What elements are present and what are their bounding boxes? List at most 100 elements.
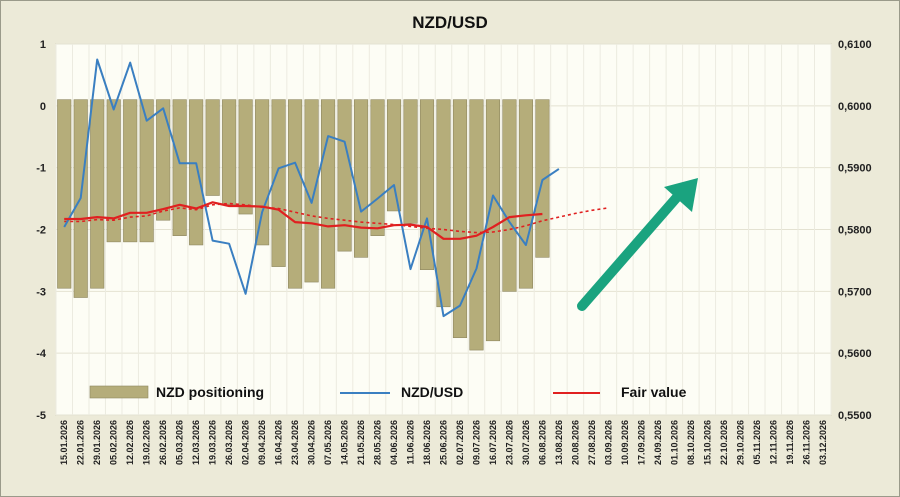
right-tick-label: 0,5900 bbox=[838, 163, 872, 175]
x-tick-label: 28.05.2026 bbox=[373, 420, 383, 465]
x-tick-label: 12.02.2026 bbox=[125, 420, 135, 465]
positioning-bar bbox=[255, 99, 270, 246]
right-tick-label: 0,5500 bbox=[838, 410, 872, 422]
x-tick-label: 23.07.2026 bbox=[504, 420, 514, 465]
x-tick-label: 29.01.2026 bbox=[92, 420, 102, 465]
x-axis: 15.01.2026 22.01.2026 29.01.2026 05.02.2026… bbox=[59, 420, 828, 465]
x-tick-label: 15.10.2026 bbox=[702, 420, 712, 465]
x-tick-label: 21.05.2026 bbox=[356, 420, 366, 465]
trend-arrow-icon bbox=[577, 178, 698, 311]
positioning-bar bbox=[452, 99, 468, 339]
x-tick-label: 27.08.2026 bbox=[587, 420, 597, 465]
positioning-bar bbox=[370, 99, 385, 236]
price-lines bbox=[63, 58, 609, 318]
x-tick-label: 26.03.2026 bbox=[224, 420, 234, 465]
x-tick-label: 18.06.2026 bbox=[422, 420, 432, 465]
x-tick-label: 17.09.2026 bbox=[636, 420, 646, 465]
x-tick-label: 10.09.2026 bbox=[620, 420, 630, 465]
positioning-bar bbox=[189, 99, 204, 246]
right-axis: 0,6100 0,6000 0,5900 0,5800 0,5700 0,5600 0,55… bbox=[838, 39, 872, 422]
x-tick-label: 05.11.2026 bbox=[752, 420, 762, 465]
x-tick-label: 30.04.2026 bbox=[307, 420, 317, 465]
positioning-bar bbox=[535, 99, 550, 258]
positioning-bar bbox=[321, 99, 336, 289]
positioning-bar bbox=[337, 99, 352, 252]
legend-label-nzdusd: NZD/USD bbox=[401, 384, 463, 400]
x-tick-label: 05.02.2026 bbox=[109, 420, 119, 465]
positioning-bar bbox=[205, 99, 220, 196]
x-tick-label: 19.02.2026 bbox=[142, 420, 152, 465]
left-axis: 1 0 -1 -2 -3 -4 -5 bbox=[36, 39, 47, 422]
positioning-bar bbox=[502, 99, 517, 292]
x-tick-label: 08.10.2026 bbox=[686, 420, 696, 465]
x-tick-label: 02.07.2026 bbox=[455, 420, 465, 465]
positioning-bar bbox=[156, 99, 171, 221]
positioning-bar bbox=[106, 99, 121, 243]
positioning-bar bbox=[518, 99, 534, 289]
x-tick-label: 16.07.2026 bbox=[488, 420, 498, 465]
x-tick-label: 20.08.2026 bbox=[570, 420, 580, 465]
x-tick-label: 26.02.2026 bbox=[158, 420, 168, 465]
positioning-bar bbox=[123, 99, 138, 243]
positioning-bar bbox=[271, 99, 286, 267]
x-tick-label: 26.11.2026 bbox=[801, 420, 811, 465]
positioning-bar bbox=[436, 99, 451, 308]
positioning-bar bbox=[288, 99, 303, 289]
x-tick-label: 07.05.2026 bbox=[323, 420, 333, 465]
right-tick-label: 0,5800 bbox=[838, 225, 872, 237]
fair-value-line bbox=[64, 201, 543, 240]
chart-title: NZD/USD bbox=[412, 13, 488, 32]
x-tick-label: 04.06.2026 bbox=[389, 420, 399, 465]
x-tick-label: 14.05.2026 bbox=[340, 420, 350, 465]
positioning-bar bbox=[485, 99, 501, 342]
positioning-bars bbox=[57, 99, 550, 351]
x-tick-label: 12.11.2026 bbox=[768, 420, 778, 465]
x-tick-label: 23.04.2026 bbox=[290, 420, 300, 465]
right-tick-label: 0,5600 bbox=[838, 348, 872, 360]
positioning-bar bbox=[304, 99, 319, 283]
legend: NZD positioning NZD/USD Fair value bbox=[89, 384, 687, 400]
left-tick-label: -4 bbox=[36, 348, 47, 360]
x-tick-label: 25.06.2026 bbox=[439, 420, 449, 465]
left-tick-label: -1 bbox=[36, 163, 46, 175]
x-tick-label: 16.04.2026 bbox=[274, 420, 284, 465]
x-tick-label: 30.07.2026 bbox=[521, 420, 531, 465]
x-tick-label: 01.10.2026 bbox=[669, 420, 679, 465]
x-tick-label: 05.03.2026 bbox=[175, 420, 185, 465]
x-tick-label: 22.01.2026 bbox=[76, 420, 86, 465]
left-tick-label: 0 bbox=[40, 101, 46, 113]
x-tick-label: 12.03.2026 bbox=[191, 420, 201, 465]
arrow-shaft bbox=[577, 191, 683, 311]
left-tick-label: -3 bbox=[36, 286, 46, 298]
x-tick-label: 24.09.2026 bbox=[653, 420, 663, 465]
left-tick-label: -2 bbox=[36, 225, 46, 237]
x-tick-label: 03.12.2026 bbox=[818, 420, 828, 465]
positioning-bar bbox=[139, 99, 154, 243]
positioning-bar bbox=[222, 99, 237, 206]
legend-label-fair-value: Fair value bbox=[621, 384, 687, 400]
positioning-bar bbox=[172, 99, 187, 236]
x-tick-label: 19.11.2026 bbox=[785, 420, 795, 465]
left-tick-label: 1 bbox=[40, 39, 46, 51]
x-tick-label: 19.03.2026 bbox=[208, 420, 218, 465]
x-tick-label: 09.07.2026 bbox=[471, 420, 481, 465]
x-tick-label: 22.10.2026 bbox=[719, 420, 729, 465]
x-tick-label: 15.01.2026 bbox=[59, 420, 69, 465]
legend-swatch-positioning bbox=[89, 385, 149, 399]
positioning-bar bbox=[353, 99, 369, 258]
x-tick-label: 06.08.2026 bbox=[537, 420, 547, 465]
positioning-bar bbox=[386, 99, 402, 212]
x-tick-label: 13.08.2026 bbox=[554, 420, 564, 465]
arrow-head bbox=[664, 178, 698, 212]
x-tick-label: 03.09.2026 bbox=[603, 420, 613, 465]
positioning-bar bbox=[403, 99, 418, 224]
positioning-bar bbox=[90, 99, 105, 289]
positioning-bar bbox=[469, 99, 484, 351]
nzdusd-line bbox=[63, 58, 560, 318]
right-tick-label: 0,6000 bbox=[838, 101, 872, 113]
fair-value-projection-line bbox=[64, 202, 609, 234]
x-tick-label: 29.10.2026 bbox=[735, 420, 745, 465]
x-tick-label: 09.04.2026 bbox=[257, 420, 267, 465]
right-tick-label: 0,5700 bbox=[838, 286, 872, 298]
